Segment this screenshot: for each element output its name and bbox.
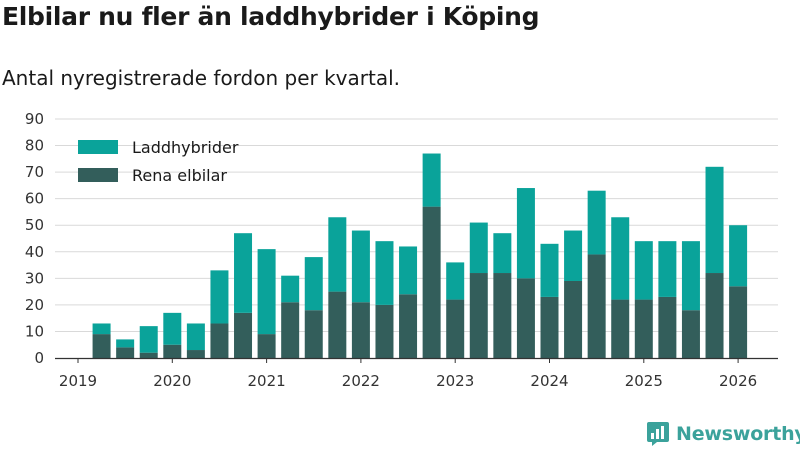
y-tick-label: 90 bbox=[25, 110, 44, 128]
x-tick-label: 2022 bbox=[342, 372, 380, 390]
bar-segment-laddhybrider bbox=[493, 233, 512, 274]
bar-segment-laddhybrider bbox=[564, 230, 583, 281]
bar-segment-rena-elbilar bbox=[729, 286, 748, 358]
bar-segment-rena-elbilar bbox=[281, 302, 300, 358]
bar-segment-laddhybrider bbox=[729, 225, 748, 287]
bar-segment-rena-elbilar bbox=[304, 310, 323, 358]
bar-segment-rena-elbilar bbox=[469, 273, 488, 358]
bar-segment-laddhybrider bbox=[681, 241, 700, 311]
y-tick-label: 40 bbox=[25, 243, 44, 261]
bar-segment-laddhybrider bbox=[186, 323, 205, 351]
bar-segment-rena-elbilar bbox=[634, 299, 653, 358]
x-tick-label: 2023 bbox=[436, 372, 474, 390]
bar-segment-laddhybrider bbox=[328, 217, 347, 292]
brand-name: Newsworthy bbox=[676, 423, 800, 445]
newsworthy-bar-chart-icon bbox=[647, 422, 669, 446]
chart-title: Elbilar nu fler än laddhybrider i Köping bbox=[2, 2, 540, 31]
y-tick-label: 60 bbox=[25, 190, 44, 208]
bar-segment-laddhybrider bbox=[422, 153, 441, 207]
legend-swatch-laddhybrider bbox=[78, 140, 118, 154]
y-tick-label: 10 bbox=[25, 322, 44, 340]
x-tick-label: 2021 bbox=[248, 372, 286, 390]
bar-segment-rena-elbilar bbox=[658, 296, 677, 358]
bar-segment-laddhybrider bbox=[399, 246, 418, 295]
x-tick-label: 2024 bbox=[530, 372, 568, 390]
bar-segment-laddhybrider bbox=[634, 241, 653, 300]
x-tick-label: 2020 bbox=[153, 372, 191, 390]
bar-segment-laddhybrider bbox=[234, 233, 253, 313]
bar-segment-laddhybrider bbox=[705, 166, 724, 274]
legend-label-laddhybrider: Laddhybrider bbox=[132, 138, 239, 157]
bar-segment-rena-elbilar bbox=[375, 304, 394, 358]
legend-label-rena-elbilar: Rena elbilar bbox=[132, 166, 227, 185]
bar-segment-laddhybrider bbox=[210, 270, 229, 324]
bar-segment-laddhybrider bbox=[257, 249, 276, 335]
chart-subtitle: Antal nyregistrerade fordon per kvartal. bbox=[2, 66, 401, 90]
y-tick-label: 20 bbox=[25, 296, 44, 314]
bar-segment-rena-elbilar bbox=[446, 299, 465, 358]
bar-segment-laddhybrider bbox=[139, 326, 158, 353]
y-tick-label: 0 bbox=[34, 349, 44, 367]
bar-segment-rena-elbilar bbox=[234, 312, 253, 358]
bar-segment-laddhybrider bbox=[658, 241, 677, 297]
bar-segment-rena-elbilar bbox=[186, 350, 205, 358]
y-tick-label: 30 bbox=[25, 269, 44, 287]
y-tick-label: 50 bbox=[25, 216, 44, 234]
x-tick-label: 2025 bbox=[625, 372, 663, 390]
newsworthy-logo: Newsworthy bbox=[646, 421, 800, 447]
bar-segment-rena-elbilar bbox=[210, 323, 229, 358]
bar-segment-rena-elbilar bbox=[92, 334, 111, 358]
bar-segment-laddhybrider bbox=[281, 275, 300, 303]
bar-segment-rena-elbilar bbox=[163, 344, 182, 358]
bar-segment-rena-elbilar bbox=[587, 254, 606, 358]
bar-segment-laddhybrider bbox=[516, 188, 535, 279]
bar-segment-rena-elbilar bbox=[399, 294, 418, 358]
bar-segment-laddhybrider bbox=[304, 257, 323, 311]
bar-segment-rena-elbilar bbox=[422, 206, 441, 358]
legend: Laddhybrider Rena elbilar bbox=[78, 138, 239, 185]
bar-segment-rena-elbilar bbox=[351, 302, 370, 358]
bar-segment-rena-elbilar bbox=[705, 273, 724, 358]
bar-segment-laddhybrider bbox=[611, 217, 630, 300]
bar-segment-laddhybrider bbox=[116, 339, 135, 348]
bars bbox=[92, 153, 748, 358]
y-tick-label: 80 bbox=[25, 137, 44, 155]
bar-segment-laddhybrider bbox=[446, 262, 465, 300]
bar-segment-laddhybrider bbox=[375, 241, 394, 305]
bar-segment-rena-elbilar bbox=[540, 296, 559, 358]
x-tick-label: 2026 bbox=[719, 372, 757, 390]
bar-segment-rena-elbilar bbox=[564, 280, 583, 358]
bar-segment-laddhybrider bbox=[163, 312, 182, 345]
legend-swatch-rena-elbilar bbox=[78, 168, 118, 182]
bar-segment-rena-elbilar bbox=[681, 310, 700, 358]
bar-segment-laddhybrider bbox=[540, 243, 559, 297]
bar-segment-rena-elbilar bbox=[139, 352, 158, 358]
bar-segment-rena-elbilar bbox=[257, 334, 276, 358]
axes: 0 10 20 30 40 50 60 70 80 90 2019 2020 2021 2022 2023 2… bbox=[25, 110, 778, 390]
bar-segment-rena-elbilar bbox=[328, 291, 347, 358]
bar-segment-rena-elbilar bbox=[116, 347, 135, 358]
bar-segment-laddhybrider bbox=[587, 190, 606, 255]
bar-segment-laddhybrider bbox=[469, 222, 488, 274]
y-tick-label: 70 bbox=[25, 163, 44, 181]
bar-segment-laddhybrider bbox=[92, 323, 111, 335]
bar-segment-laddhybrider bbox=[351, 230, 370, 303]
bar-segment-rena-elbilar bbox=[493, 273, 512, 358]
bar-segment-rena-elbilar bbox=[516, 278, 535, 358]
bar-segment-rena-elbilar bbox=[611, 299, 630, 358]
x-tick-label: 2019 bbox=[59, 372, 97, 390]
